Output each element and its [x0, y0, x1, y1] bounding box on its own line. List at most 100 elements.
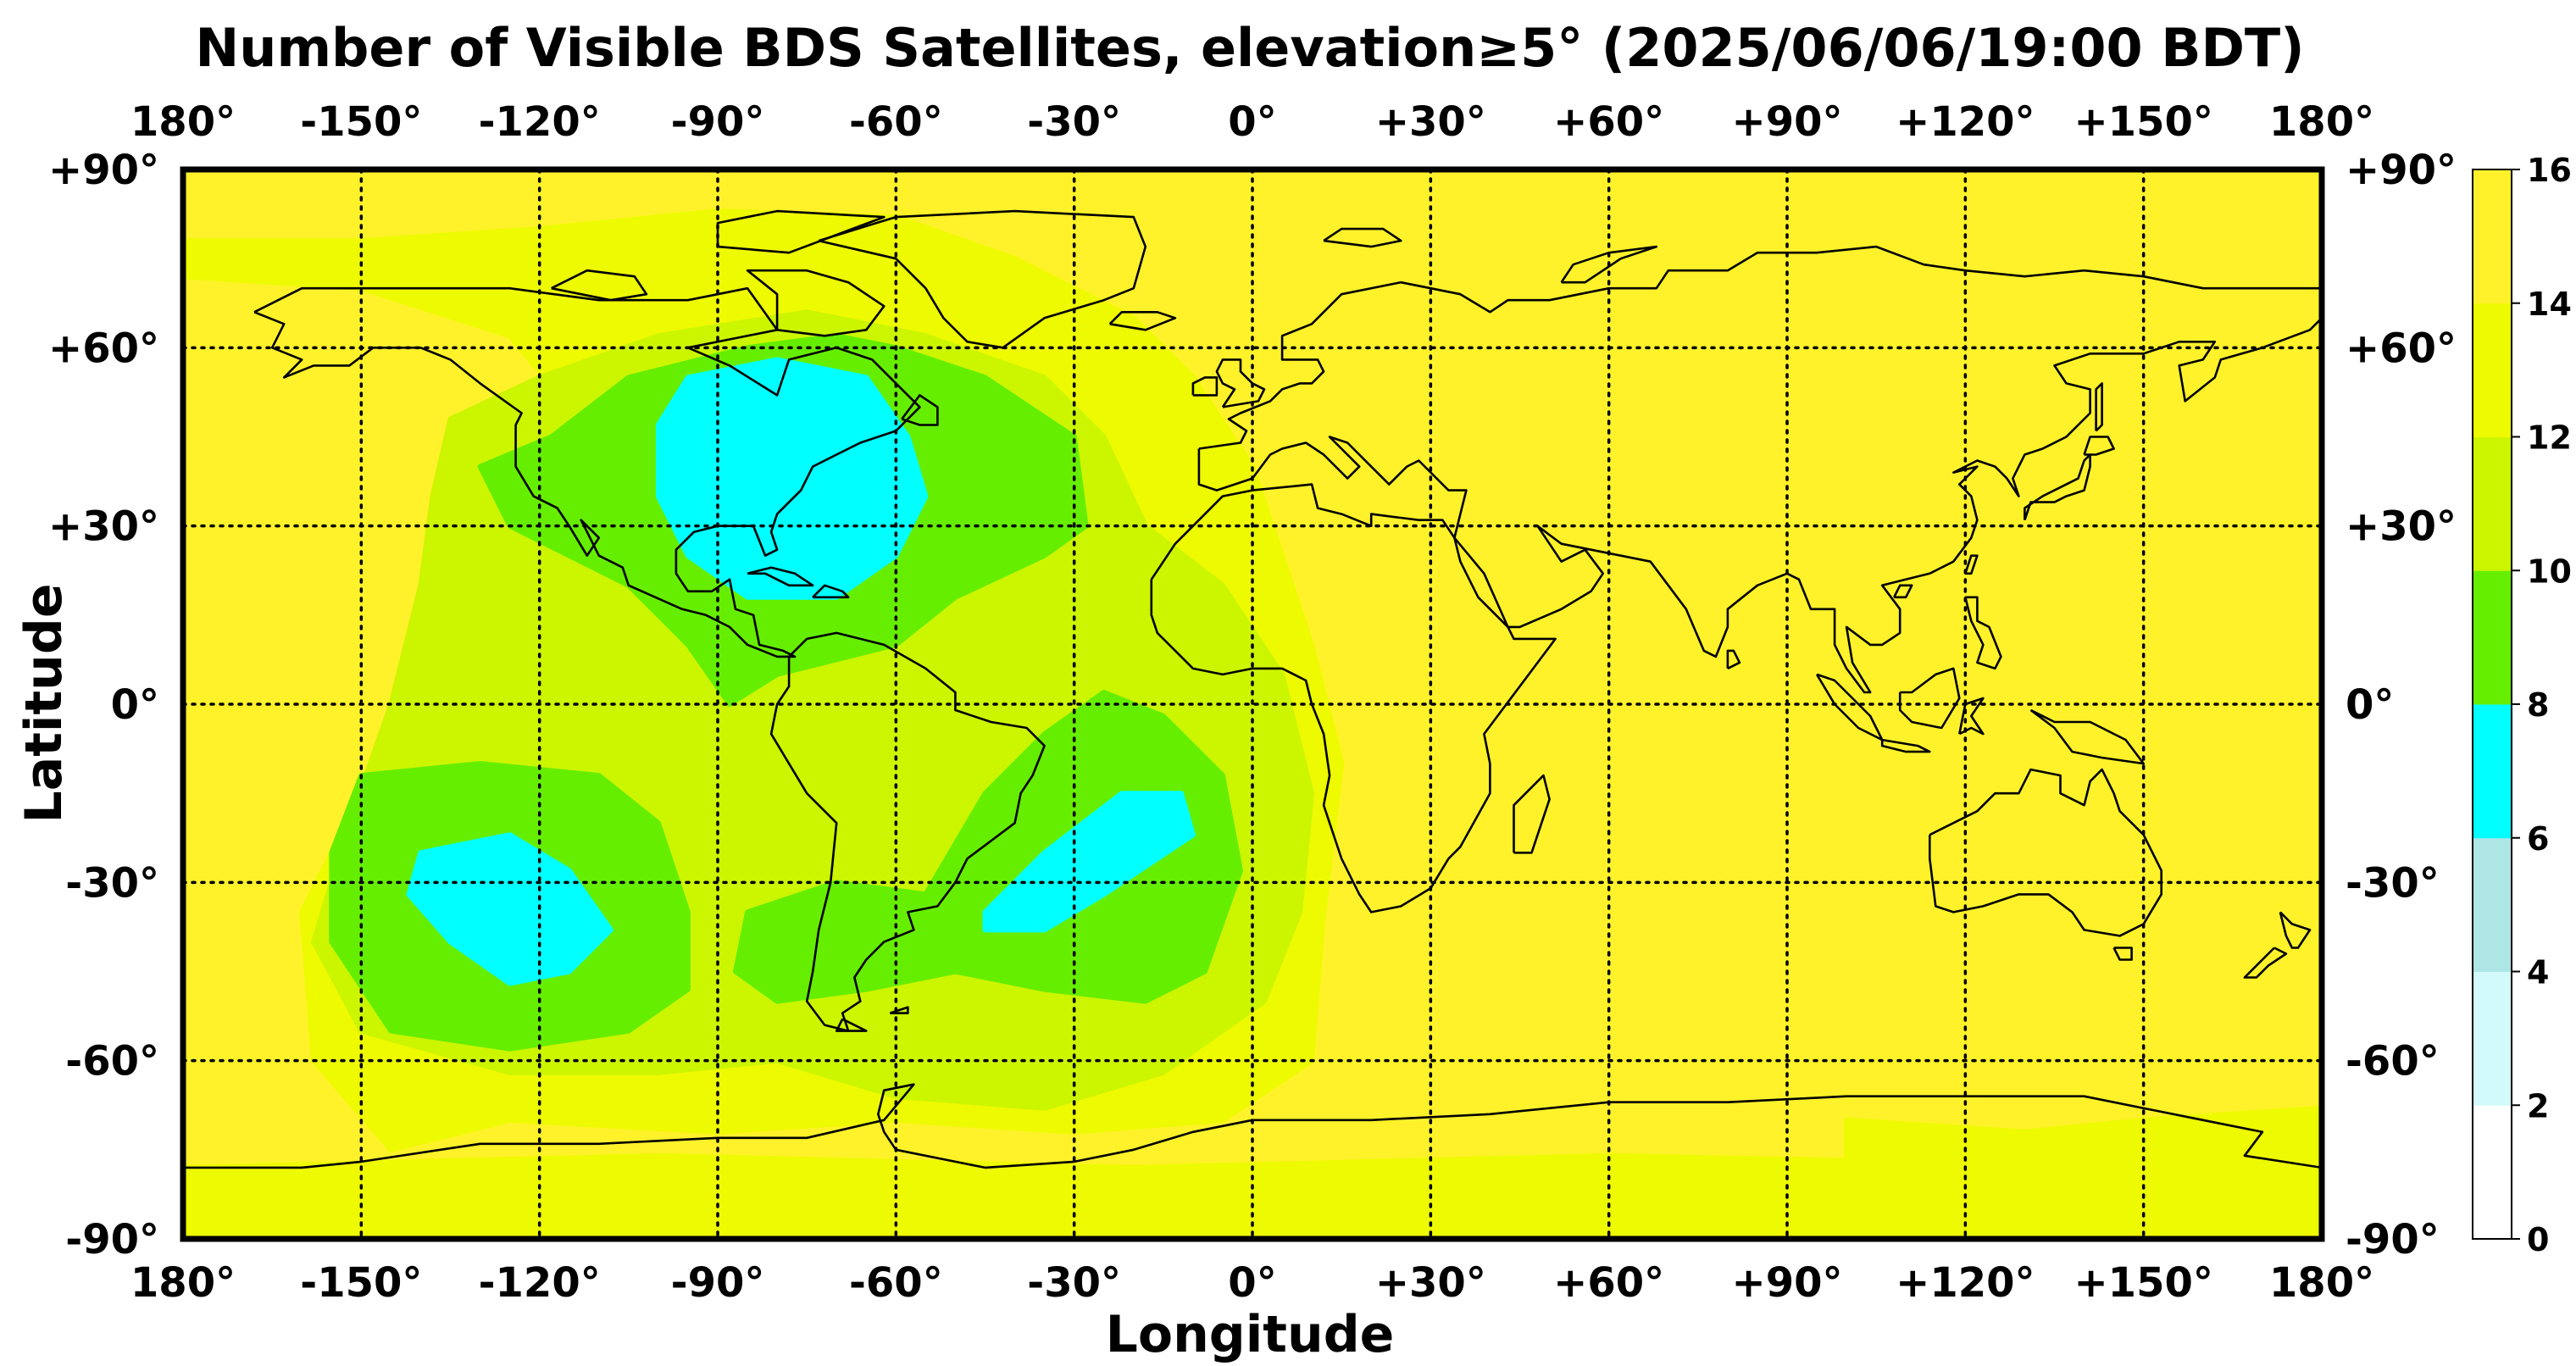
colorbar-tick-label: 0 — [2527, 1221, 2549, 1258]
colorbar-swatch-6-8 — [2473, 704, 2512, 839]
coastline-newfoundland — [901, 394, 939, 426]
coastline-borneo — [1898, 667, 1961, 730]
longitude-tick-label-bottom: 180° — [130, 1259, 236, 1307]
latitude-tick-label-right: -60° — [2346, 1038, 2440, 1086]
map-title: Number of Visible BDS Satellites, elevat… — [195, 17, 2304, 79]
colorbar-tick-label: 16 — [2527, 152, 2572, 189]
latitude-tick-label-right: 0° — [2346, 681, 2394, 729]
longitude-labels-bottom: 180° -150° -120° -90° -60° -30° 0° +30° +60° +90°… — [130, 1259, 2374, 1307]
longitude-tick-label-bottom: +60° — [1553, 1259, 1664, 1307]
coastline-baffin-island — [746, 269, 886, 337]
coastline-ellesmere-island — [716, 209, 886, 254]
coastline-sakhalin — [2095, 382, 2103, 432]
coastline-new-zealand-north — [2279, 911, 2312, 949]
coastline-hispaniola — [812, 584, 850, 599]
coastline-great-britain — [1215, 358, 1266, 408]
coastline-south-america — [769, 631, 1046, 1032]
longitude-tick-label-bottom: -60° — [849, 1259, 943, 1307]
colorbar-swatch-0-2 — [2473, 1105, 2512, 1240]
longitude-tick-label-bottom: -150° — [300, 1259, 422, 1307]
colorbar-swatch-12-14 — [2473, 303, 2512, 437]
latitude-tick-label-right: -90° — [2346, 1216, 2440, 1263]
colorbar-swatch-10-12 — [2473, 436, 2512, 571]
longitude-tick-label-bottom: -120° — [479, 1259, 601, 1307]
latitude-tick-label-left: +90° — [48, 147, 159, 194]
latitude-tick-label-right: -30° — [2346, 859, 2440, 907]
coastline-sulawesi — [1958, 697, 1985, 736]
longitude-tick-label-top: -150° — [300, 98, 422, 146]
coastline-layer — [183, 209, 2322, 1169]
coastline-iceland — [1108, 310, 1177, 331]
longitude-tick-label-bottom: +90° — [1731, 1259, 1842, 1307]
longitude-tick-label-bottom: 180° — [2269, 1259, 2374, 1307]
coastline-new-guinea — [2029, 708, 2145, 765]
coastline-hainan — [1893, 584, 1913, 599]
colorbar-tick-label: 8 — [2527, 686, 2549, 724]
latitude-tick-label-left: -90° — [65, 1216, 159, 1263]
longitude-tick-label-top: 180° — [130, 98, 236, 146]
latitude-tick-label-left: -60° — [65, 1038, 159, 1086]
longitude-tick-label-top: -30° — [1027, 98, 1121, 146]
longitude-labels-top: 180° -150° -120° -90° -60° -30° 0° +30° +60° +90°… — [130, 98, 2374, 146]
longitude-tick-label-bottom: +30° — [1375, 1259, 1486, 1307]
longitude-tick-label-top: -60° — [849, 98, 943, 146]
longitude-tick-label-top: 0° — [1228, 98, 1276, 146]
longitude-tick-label-top: +30° — [1375, 98, 1486, 146]
coastline-cuba — [747, 566, 814, 587]
coastline-falklands — [889, 1006, 909, 1014]
coastline-java — [1880, 738, 1931, 753]
colorbar-swatch-4-6 — [2473, 837, 2512, 972]
visibility-region-7-sats — [982, 791, 1196, 933]
longitude-tick-label-top: +120° — [1896, 98, 2035, 146]
colorbar-tick-label: 6 — [2527, 820, 2549, 858]
colorbar: 0 2 4 6 8 10 12 14 16 — [2472, 152, 2572, 1258]
latitude-tick-label-right: +90° — [2346, 147, 2457, 194]
longitude-tick-label-bottom: +120° — [1896, 1259, 2035, 1307]
coastline-eurasia — [1197, 245, 2322, 694]
coastline-japan — [2024, 453, 2091, 521]
coastline-africa — [1150, 483, 1557, 913]
plot-area — [180, 166, 2325, 1242]
latitude-labels-left: +90° +60° +30° 0° -30° -60° -90° — [48, 147, 159, 1263]
y-axis-title: Latitude — [14, 583, 74, 823]
latitude-tick-label-left: +60° — [48, 325, 159, 372]
colorbar-swatch-14-16 — [2473, 169, 2512, 304]
latitude-tick-label-right: +30° — [2346, 503, 2457, 551]
coastline-sri-lanka — [1726, 649, 1741, 670]
latitude-tick-label-left: 0° — [111, 681, 159, 729]
coastline-novaya-zemlya — [1560, 245, 1658, 284]
coastline-victoria-island — [551, 269, 648, 302]
x-axis-title: Longitude — [1106, 1305, 1395, 1364]
colorbar-tick-label: 10 — [2527, 553, 2572, 590]
visibility-region-7-sats — [406, 832, 613, 986]
colorbar-swatch-8-10 — [2473, 570, 2512, 705]
longitude-tick-label-bottom: -30° — [1027, 1259, 1121, 1307]
longitude-tick-label-bottom: -90° — [671, 1259, 765, 1307]
coastline-philippines — [1964, 596, 2002, 670]
longitude-tick-label-top: 180° — [2269, 98, 2374, 146]
coastline-svalbard — [1323, 227, 1402, 248]
longitude-tick-label-top: +150° — [2074, 98, 2212, 146]
longitude-tick-label-top: -90° — [671, 98, 765, 146]
colorbar-swatch-2-4 — [2473, 971, 2512, 1106]
colorbar-tick-label: 14 — [2527, 286, 2572, 323]
latitude-labels-right: +90° +60° +30° 0° -30° -60° -90° — [2346, 147, 2457, 1263]
coastline-australia — [1929, 768, 2162, 937]
longitude-tick-label-top: +60° — [1553, 98, 1664, 146]
visibility-region-9-sats — [733, 690, 1243, 1004]
coastline-tasmania — [2112, 947, 2133, 961]
coastline-ireland — [1191, 376, 1219, 397]
coastline-new-zealand-south — [2243, 947, 2288, 979]
colorbar-tick-label: 4 — [2527, 954, 2549, 991]
visibility-regions-layer — [183, 208, 2322, 1239]
coastline-greenland — [818, 209, 1147, 349]
coastline-taiwan — [1964, 554, 1979, 575]
visibility-region-13-sats — [1844, 1105, 2322, 1170]
colorbar-tick-label: 2 — [2527, 1087, 2549, 1124]
latitude-tick-label-left: +30° — [48, 503, 159, 551]
longitude-tick-label-top: +90° — [1731, 98, 1842, 146]
latitude-tick-label-left: -30° — [65, 859, 159, 907]
map-frame — [180, 166, 2325, 1242]
longitude-tick-label-top: -120° — [479, 98, 601, 146]
